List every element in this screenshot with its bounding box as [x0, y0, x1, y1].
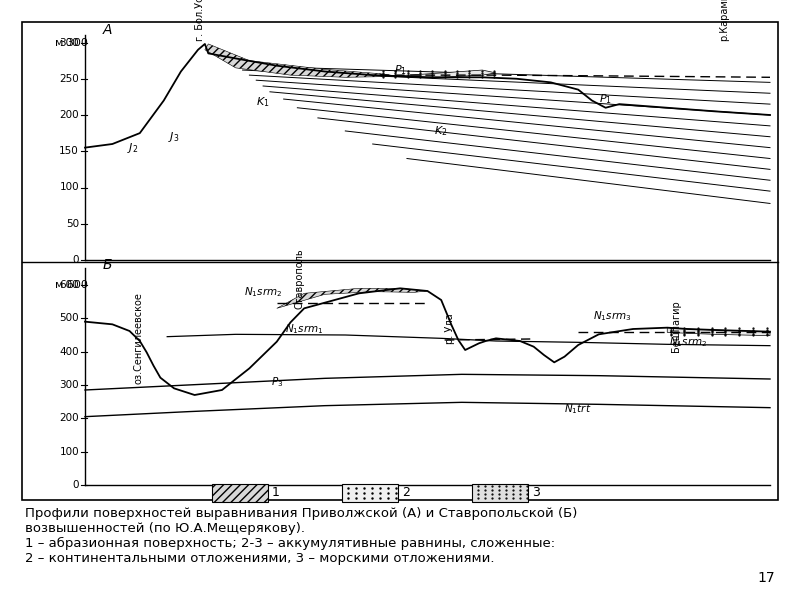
Text: 300: 300	[59, 380, 79, 390]
Text: 17: 17	[758, 571, 775, 585]
Polygon shape	[667, 328, 770, 335]
Text: 100: 100	[59, 182, 79, 193]
Text: 3: 3	[532, 485, 540, 499]
Bar	[22, 22, 778, 500]
Text: 250: 250	[59, 74, 79, 84]
Text: 1: 1	[272, 485, 280, 499]
Text: $N_1srm_3$: $N_1srm_3$	[593, 309, 632, 323]
Polygon shape	[277, 289, 427, 308]
Text: Бешпагир: Бешпагир	[671, 300, 681, 352]
Text: $J_2$: $J_2$	[127, 140, 138, 155]
Text: $K_2$: $K_2$	[434, 124, 448, 138]
Text: $N_1srm_1$: $N_1srm_1$	[285, 322, 323, 336]
Text: $P_3$: $P_3$	[270, 375, 283, 389]
Text: 1 – абразионная поверхность; 2-3 – аккумулятивные равнины, сложенные:: 1 – абразионная поверхность; 2-3 – аккум…	[25, 537, 555, 550]
Text: 0: 0	[73, 480, 79, 490]
Text: г. Бол.Услон: г. Бол.Услон	[195, 0, 205, 41]
Text: 500: 500	[59, 313, 79, 323]
Polygon shape	[205, 44, 386, 77]
Text: Профили поверхностей выравнивания Приволжской (А) и Ставропольской (Б): Профили поверхностей выравнивания Привол…	[25, 507, 578, 520]
Text: 300: 300	[59, 37, 79, 47]
Text: м 300: м 300	[55, 37, 88, 47]
Text: 400: 400	[59, 347, 79, 356]
Text: оз.Сенгилеевское: оз.Сенгилеевское	[134, 292, 143, 384]
Text: Б: Б	[103, 257, 113, 272]
Text: 50: 50	[66, 219, 79, 229]
Text: 200: 200	[59, 110, 79, 120]
Bar	[342, 484, 398, 502]
Text: $N_1srm_2$: $N_1srm_2$	[669, 335, 707, 349]
Text: 200: 200	[59, 413, 79, 424]
Text: р. Ула: р. Ула	[445, 314, 455, 344]
Text: м 600: м 600	[55, 280, 88, 290]
Text: $P_1$: $P_1$	[394, 63, 406, 77]
Text: р.Карамыш: р.Карамыш	[719, 0, 729, 41]
Text: 2 – континентальными отложениями, 3 – морскими отложениями.: 2 – континентальными отложениями, 3 – мо…	[25, 552, 494, 565]
Text: $P_1$: $P_1$	[599, 92, 612, 106]
Bar	[212, 484, 268, 502]
Text: $N_1trt$: $N_1trt$	[565, 402, 592, 416]
Text: Ставрополь: Ставрополь	[294, 248, 304, 310]
Text: $N_1srm_2$: $N_1srm_2$	[244, 286, 282, 299]
Text: 2: 2	[402, 485, 410, 499]
Text: 600: 600	[59, 280, 79, 290]
Text: возвышенностей (по Ю.А.Мещерякову).: возвышенностей (по Ю.А.Мещерякову).	[25, 522, 305, 535]
Text: $K_1$: $K_1$	[256, 95, 270, 109]
Bar	[472, 484, 528, 502]
Text: $J_3$: $J_3$	[168, 130, 180, 144]
Text: 100: 100	[59, 446, 79, 457]
Text: 150: 150	[59, 146, 79, 156]
Polygon shape	[379, 70, 496, 77]
Text: А: А	[103, 23, 113, 37]
Text: 0: 0	[73, 255, 79, 265]
